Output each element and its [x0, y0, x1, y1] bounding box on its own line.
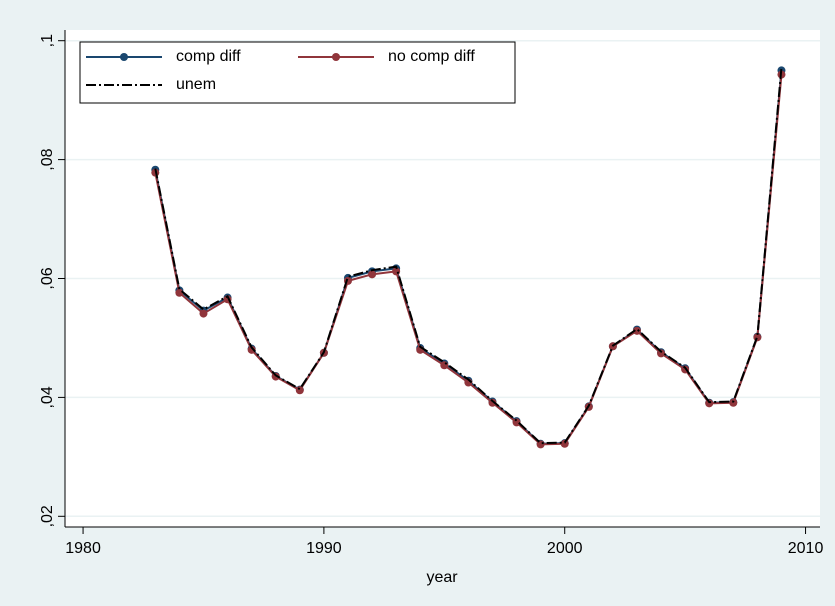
- series-marker: [175, 288, 184, 297]
- x-axis-label: year: [426, 569, 458, 586]
- y-tick-label: ,02: [39, 505, 56, 527]
- legend-label: comp diff: [176, 48, 241, 65]
- legend-label: unem: [176, 76, 216, 93]
- x-tick-label: 1990: [306, 540, 342, 557]
- legend-box: [79, 41, 516, 104]
- y-tick-label: ,06: [39, 267, 56, 289]
- series-marker: [512, 418, 521, 427]
- y-tick-label: ,1: [39, 34, 56, 47]
- series-marker: [440, 361, 449, 370]
- series-marker: [247, 345, 256, 354]
- series-marker: [199, 309, 208, 318]
- legend-label: no comp diff: [388, 48, 475, 65]
- series-marker: [560, 439, 569, 448]
- series-marker: [368, 270, 377, 279]
- series-marker: [488, 398, 497, 407]
- series-line: [154, 67, 783, 445]
- x-tick-label: 2000: [547, 540, 583, 557]
- legend-marker: [120, 53, 128, 61]
- y-tick-label: ,08: [39, 148, 56, 170]
- legend-marker: [332, 53, 340, 61]
- y-tick-label: ,04: [39, 386, 56, 408]
- series-marker: [632, 326, 641, 335]
- series-marker: [705, 399, 714, 408]
- series-marker: [729, 398, 738, 407]
- x-tick-label: 2010: [788, 540, 824, 557]
- series-marker: [657, 349, 666, 358]
- x-tick-label: 1980: [65, 540, 101, 557]
- series-marker: [295, 386, 304, 395]
